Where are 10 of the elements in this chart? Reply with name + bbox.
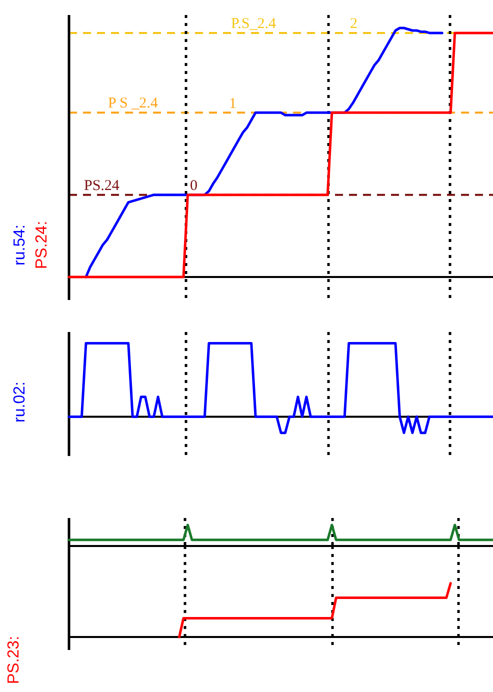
text: PS.23: [6, 636, 22, 684]
annotation: 1 [229, 96, 236, 112]
text: PS.24: [34, 220, 50, 270]
annotation: 2 [350, 16, 358, 32]
ref-line-label: P.S_2.4 [231, 16, 277, 32]
text: ru.54: [12, 224, 28, 266]
ref-line-label: PS.24 [84, 178, 120, 194]
text: ru.02: [12, 382, 28, 422]
ref-line-label: P S _2.4 [108, 96, 158, 112]
annotation: 0 [190, 178, 198, 194]
